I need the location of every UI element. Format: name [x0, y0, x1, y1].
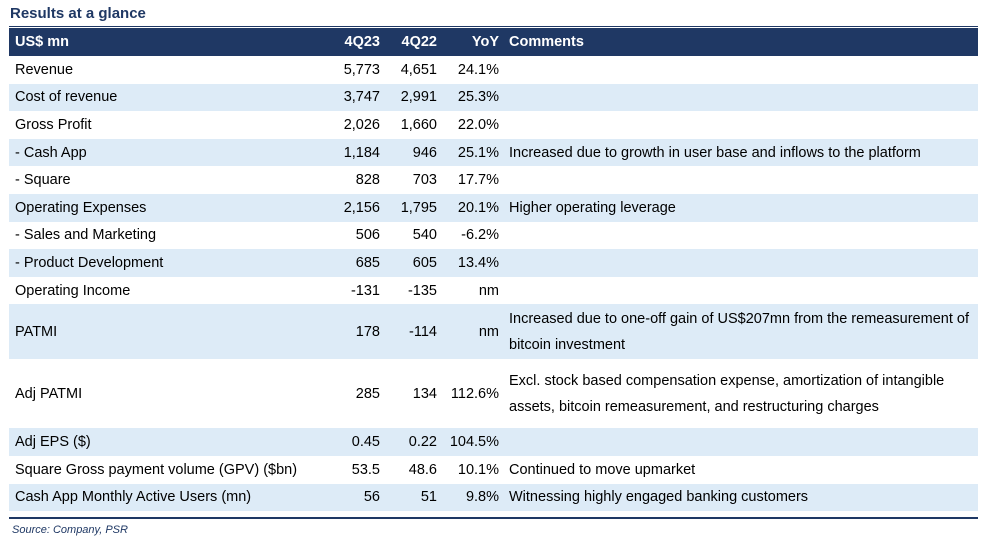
row-comment: [503, 249, 978, 277]
row-yoy: 13.4%: [457, 254, 499, 271]
row-comment: [503, 166, 978, 194]
row-4q23: 56: [363, 489, 380, 506]
row-4q22: 0.22: [408, 434, 437, 451]
row-yoy: 24.1%: [457, 61, 499, 78]
row-comment: Increased due to growth in user base and…: [509, 144, 921, 161]
row-4q22: 2,991: [400, 89, 437, 106]
table-row: Cost of revenue 3,747 2,991 25.3%: [9, 83, 978, 112]
row-label: - Product Development: [15, 254, 164, 271]
row-label: - Cash App: [15, 144, 87, 161]
table-header-row: US$ mn 4Q23 4Q22 YoY Comments: [9, 28, 978, 56]
row-4q23: 2,026: [343, 116, 380, 133]
row-label: - Square: [15, 172, 71, 189]
row-yoy: -6.2%: [461, 227, 499, 244]
row-yoy: 22.0%: [457, 116, 499, 133]
row-label: Operating Income: [15, 282, 131, 299]
row-4q23: 0.45: [351, 434, 380, 451]
row-4q23: 828: [355, 172, 380, 189]
table-row: Square Gross payment volume (GPV) ($bn) …: [9, 456, 978, 484]
row-4q22: 946: [412, 144, 437, 161]
row-4q23: 285: [355, 385, 380, 402]
header-yoy: YoY: [471, 34, 499, 50]
table-row: Cash App Monthly Active Users (mn) 56 51…: [9, 483, 978, 512]
row-comment: [503, 222, 978, 250]
row-4q23: 5,773: [343, 61, 380, 78]
table-row: - Product Development 685 605 13.4%: [9, 249, 978, 277]
row-comment: Higher operating leverage: [509, 199, 676, 216]
row-4q22: -114: [409, 323, 437, 340]
table-row: - Sales and Marketing 506 540 -6.2%: [9, 222, 978, 250]
table-row: Revenue 5,773 4,651 24.1%: [9, 56, 978, 84]
source-note: Source: Company, PSR: [12, 524, 128, 536]
header-4q22: 4Q22: [401, 34, 437, 50]
header-comments: Comments: [509, 34, 584, 50]
row-yoy: 112.6%: [450, 385, 499, 402]
row-4q22: 51: [420, 489, 437, 506]
header-label: US$ mn: [15, 34, 69, 50]
table-row: Operating Income -131 -135 nm: [9, 277, 978, 305]
row-4q22: 1,795: [400, 199, 437, 216]
table-row: Operating Expenses 2,156 1,795 20.1% Hig…: [9, 193, 978, 222]
row-label: Adj EPS ($): [15, 434, 91, 451]
row-comment: Excl. stock based compensation expense, …: [509, 372, 945, 415]
row-comment: Increased due to one-off gain of US$207m…: [509, 310, 969, 353]
table-row: PATMI 178 -114 nm Increased due to one-o…: [9, 304, 978, 360]
table-row: - Cash App 1,184 946 25.1% Increased due…: [9, 138, 978, 167]
row-label: - Sales and Marketing: [15, 227, 157, 244]
row-yoy: 20.1%: [457, 199, 499, 216]
row-yoy: nm: [478, 323, 499, 340]
row-label: Cost of revenue: [15, 89, 118, 106]
row-label: PATMI: [15, 323, 58, 340]
row-4q23: 506: [355, 227, 380, 244]
row-yoy: 9.8%: [465, 489, 499, 506]
row-4q23: 2,156: [343, 199, 380, 216]
row-yoy: 25.3%: [457, 89, 499, 106]
row-4q22: 134: [412, 385, 437, 402]
row-4q22: 1,660: [400, 116, 437, 133]
row-label: Revenue: [15, 61, 74, 78]
row-yoy: 17.7%: [457, 172, 499, 189]
row-comment: [503, 277, 978, 305]
results-table: US$ mn 4Q23 4Q22 YoY Comments Revenue 5,…: [9, 28, 978, 512]
row-4q22: 703: [412, 172, 437, 189]
row-4q22: 605: [412, 254, 437, 271]
row-label: Square Gross payment volume (GPV) ($bn): [15, 461, 298, 478]
row-4q23: 53.5: [351, 461, 380, 478]
row-4q23: -131: [350, 282, 380, 299]
table-row: - Square 828 703 17.7%: [9, 166, 978, 194]
row-label: Adj PATMI: [15, 385, 83, 402]
title-rule: [9, 26, 978, 27]
row-label: Gross Profit: [15, 116, 92, 133]
table-row: Gross Profit 2,026 1,660 22.0%: [9, 111, 978, 139]
row-4q23: 178: [355, 323, 380, 340]
row-comment: Witnessing highly engaged banking custom…: [509, 489, 809, 506]
bottom-rule: [9, 517, 978, 519]
row-yoy: 104.5%: [449, 434, 499, 451]
row-comment: Continued to move upmarket: [509, 461, 696, 478]
row-4q23: 685: [355, 254, 380, 271]
row-4q22: 48.6: [408, 461, 437, 478]
row-4q22: 540: [412, 227, 437, 244]
row-4q22: 4,651: [400, 61, 437, 78]
row-label: Cash App Monthly Active Users (mn): [15, 489, 252, 506]
row-yoy: nm: [478, 282, 499, 299]
row-4q22: -135: [407, 282, 437, 299]
row-comment: [503, 84, 978, 112]
row-4q23: 3,747: [343, 89, 380, 106]
row-comment: [503, 428, 978, 456]
row-yoy: 25.1%: [457, 144, 499, 161]
table-row: Adj EPS ($) 0.45 0.22 104.5%: [9, 428, 978, 456]
row-yoy: 10.1%: [457, 461, 499, 478]
row-4q23: 1,184: [343, 144, 380, 161]
table-row: Adj PATMI 285 134 112.6% Excl. stock bas…: [9, 359, 978, 428]
row-comment: [503, 111, 978, 139]
row-comment: [503, 56, 978, 84]
table-title: Results at a glance: [10, 5, 146, 22]
row-label: Operating Expenses: [15, 199, 147, 216]
header-4q23: 4Q23: [344, 34, 380, 50]
